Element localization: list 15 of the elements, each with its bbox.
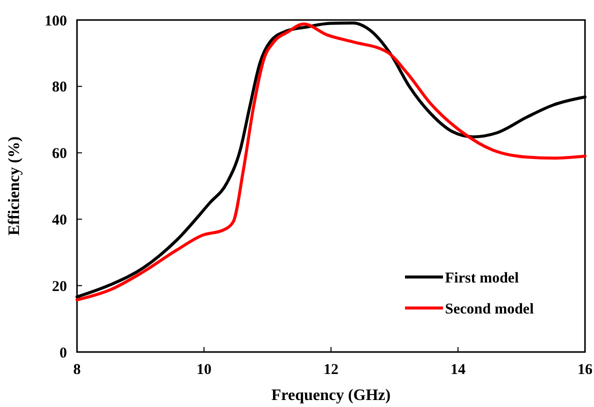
y-tick-label: 80	[52, 80, 67, 96]
y-tick-label: 60	[52, 146, 67, 162]
y-tick-label: 100	[44, 13, 67, 30]
y-tick-label: 0	[60, 345, 67, 362]
x-axis-title: Frequency (GHz)	[271, 387, 391, 404]
x-tick-label: 14	[450, 362, 466, 378]
x-tick-label: 10	[196, 362, 212, 378]
legend-label: First model	[445, 270, 519, 286]
x-tick-label: 12	[324, 362, 338, 378]
legend-label: Second model	[445, 301, 534, 318]
x-tick-label: 8	[73, 362, 81, 378]
y-axis-title: Efficiency (%)	[6, 136, 23, 236]
y-tick-label: 40	[52, 212, 67, 228]
x-tick-label: 16	[578, 362, 593, 378]
y-tick-label: 20	[52, 278, 67, 295]
